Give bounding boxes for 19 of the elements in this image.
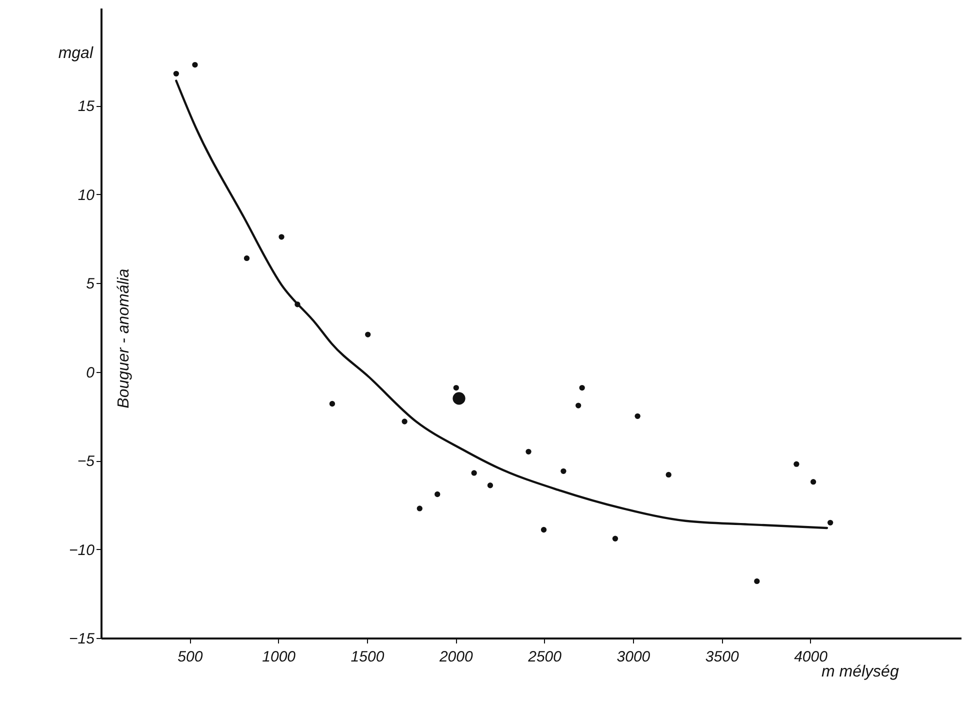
y-axis-title: Bouguer - anomália	[116, 268, 132, 408]
y-tick-label: 5	[86, 276, 96, 293]
x-tick-label: 1500	[350, 648, 385, 666]
text: mgal	[58, 45, 94, 62]
x-tick-label: 1000	[262, 648, 296, 666]
y-tick-label: −15	[69, 630, 96, 648]
x-tick-label: 500	[178, 648, 204, 666]
y-tick-label: 15	[78, 98, 96, 116]
y-tick-label: 0	[86, 364, 96, 382]
x-tick-label: 3000	[616, 648, 651, 666]
y-tick-label: −5	[77, 453, 96, 470]
x-tick-label: 2000	[438, 648, 474, 666]
line-series	[175, 80, 828, 530]
x-tick-label: 3500	[705, 648, 740, 666]
x-tick-label: 4000	[794, 648, 828, 666]
x-tick-label: 2500	[527, 648, 562, 666]
y-tick-label: 10	[78, 186, 96, 204]
x-axis-title: m mélység	[822, 664, 899, 680]
y-tick-label: −10	[69, 542, 96, 559]
